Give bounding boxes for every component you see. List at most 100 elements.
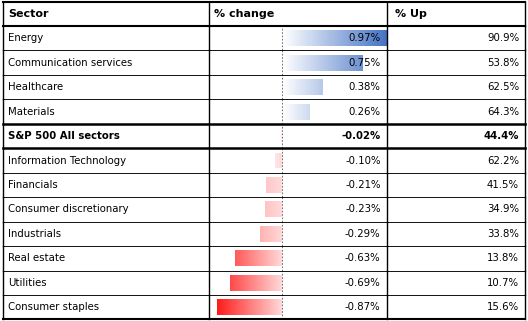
Bar <box>243 299 244 315</box>
Bar <box>268 250 269 266</box>
Bar <box>321 30 322 46</box>
Bar <box>275 299 276 315</box>
Bar <box>325 55 326 71</box>
Bar <box>324 30 325 46</box>
Bar <box>230 299 231 315</box>
Bar <box>289 30 290 46</box>
Bar <box>357 55 359 71</box>
Bar <box>354 30 355 46</box>
Bar <box>355 55 356 71</box>
Bar <box>320 55 321 71</box>
Bar <box>252 250 253 266</box>
Bar <box>235 299 237 315</box>
Bar <box>241 275 242 291</box>
Bar <box>315 55 316 71</box>
Bar <box>249 299 250 315</box>
Text: Consumer discretionary: Consumer discretionary <box>8 204 128 214</box>
Bar <box>278 250 279 266</box>
Bar <box>230 275 231 291</box>
Bar <box>257 250 258 266</box>
Bar <box>260 275 261 291</box>
Bar <box>269 299 270 315</box>
Text: Materials: Materials <box>8 107 55 117</box>
Bar <box>264 250 265 266</box>
Bar <box>354 55 355 71</box>
Text: Utilities: Utilities <box>8 278 46 288</box>
Bar <box>292 55 293 71</box>
Bar <box>227 299 228 315</box>
Bar <box>293 55 294 71</box>
Bar <box>218 299 219 315</box>
Bar <box>249 275 250 291</box>
Bar <box>313 55 314 71</box>
Bar <box>373 30 374 46</box>
Bar <box>277 299 278 315</box>
Text: Information Technology: Information Technology <box>8 155 126 166</box>
Bar <box>384 30 385 46</box>
Bar <box>296 30 297 46</box>
Bar <box>368 30 369 46</box>
Text: Consumer staples: Consumer staples <box>8 302 99 312</box>
Bar <box>356 55 357 71</box>
Bar <box>359 55 360 71</box>
Bar <box>266 250 267 266</box>
Bar <box>315 30 316 46</box>
Bar <box>254 250 255 266</box>
Bar <box>327 55 328 71</box>
Bar <box>361 30 362 46</box>
Bar <box>322 55 323 71</box>
Bar <box>290 30 292 46</box>
Bar <box>338 55 339 71</box>
Bar <box>326 30 327 46</box>
Bar <box>375 30 376 46</box>
Bar <box>328 30 329 46</box>
Bar <box>341 55 342 71</box>
Bar <box>245 275 246 291</box>
Bar <box>344 30 345 46</box>
Text: Energy: Energy <box>8 33 43 43</box>
Bar <box>258 275 259 291</box>
Bar <box>244 275 245 291</box>
Text: Industrials: Industrials <box>8 229 61 239</box>
Bar <box>334 55 335 71</box>
Bar <box>346 30 347 46</box>
Bar <box>280 299 281 315</box>
Bar <box>326 55 327 71</box>
Bar <box>273 275 274 291</box>
Bar <box>344 55 345 71</box>
Bar <box>244 250 245 266</box>
Bar <box>295 30 296 46</box>
Bar <box>331 30 332 46</box>
Bar <box>382 30 383 46</box>
Bar <box>383 30 384 46</box>
Bar <box>253 250 254 266</box>
Bar <box>267 299 268 315</box>
Bar <box>256 299 257 315</box>
Bar <box>317 55 318 71</box>
Bar <box>223 299 224 315</box>
Bar <box>366 30 367 46</box>
Bar <box>243 299 244 315</box>
Text: 62.5%: 62.5% <box>487 82 519 92</box>
Bar <box>301 30 302 46</box>
Bar <box>235 250 237 266</box>
Bar <box>315 55 316 71</box>
Bar <box>226 299 227 315</box>
Bar <box>351 55 352 71</box>
Bar <box>369 30 370 46</box>
Bar <box>236 250 237 266</box>
Bar <box>349 30 351 46</box>
Text: % Up: % Up <box>395 9 427 19</box>
Text: 0.26%: 0.26% <box>348 107 381 117</box>
Bar <box>259 250 260 266</box>
Bar <box>242 250 243 266</box>
Bar <box>252 275 253 291</box>
Bar <box>282 55 283 71</box>
Text: -0.23%: -0.23% <box>345 204 381 214</box>
Bar <box>281 299 282 315</box>
Bar <box>272 275 273 291</box>
Bar <box>310 30 312 46</box>
Bar <box>318 30 319 46</box>
Bar <box>236 275 237 291</box>
Bar <box>305 30 306 46</box>
